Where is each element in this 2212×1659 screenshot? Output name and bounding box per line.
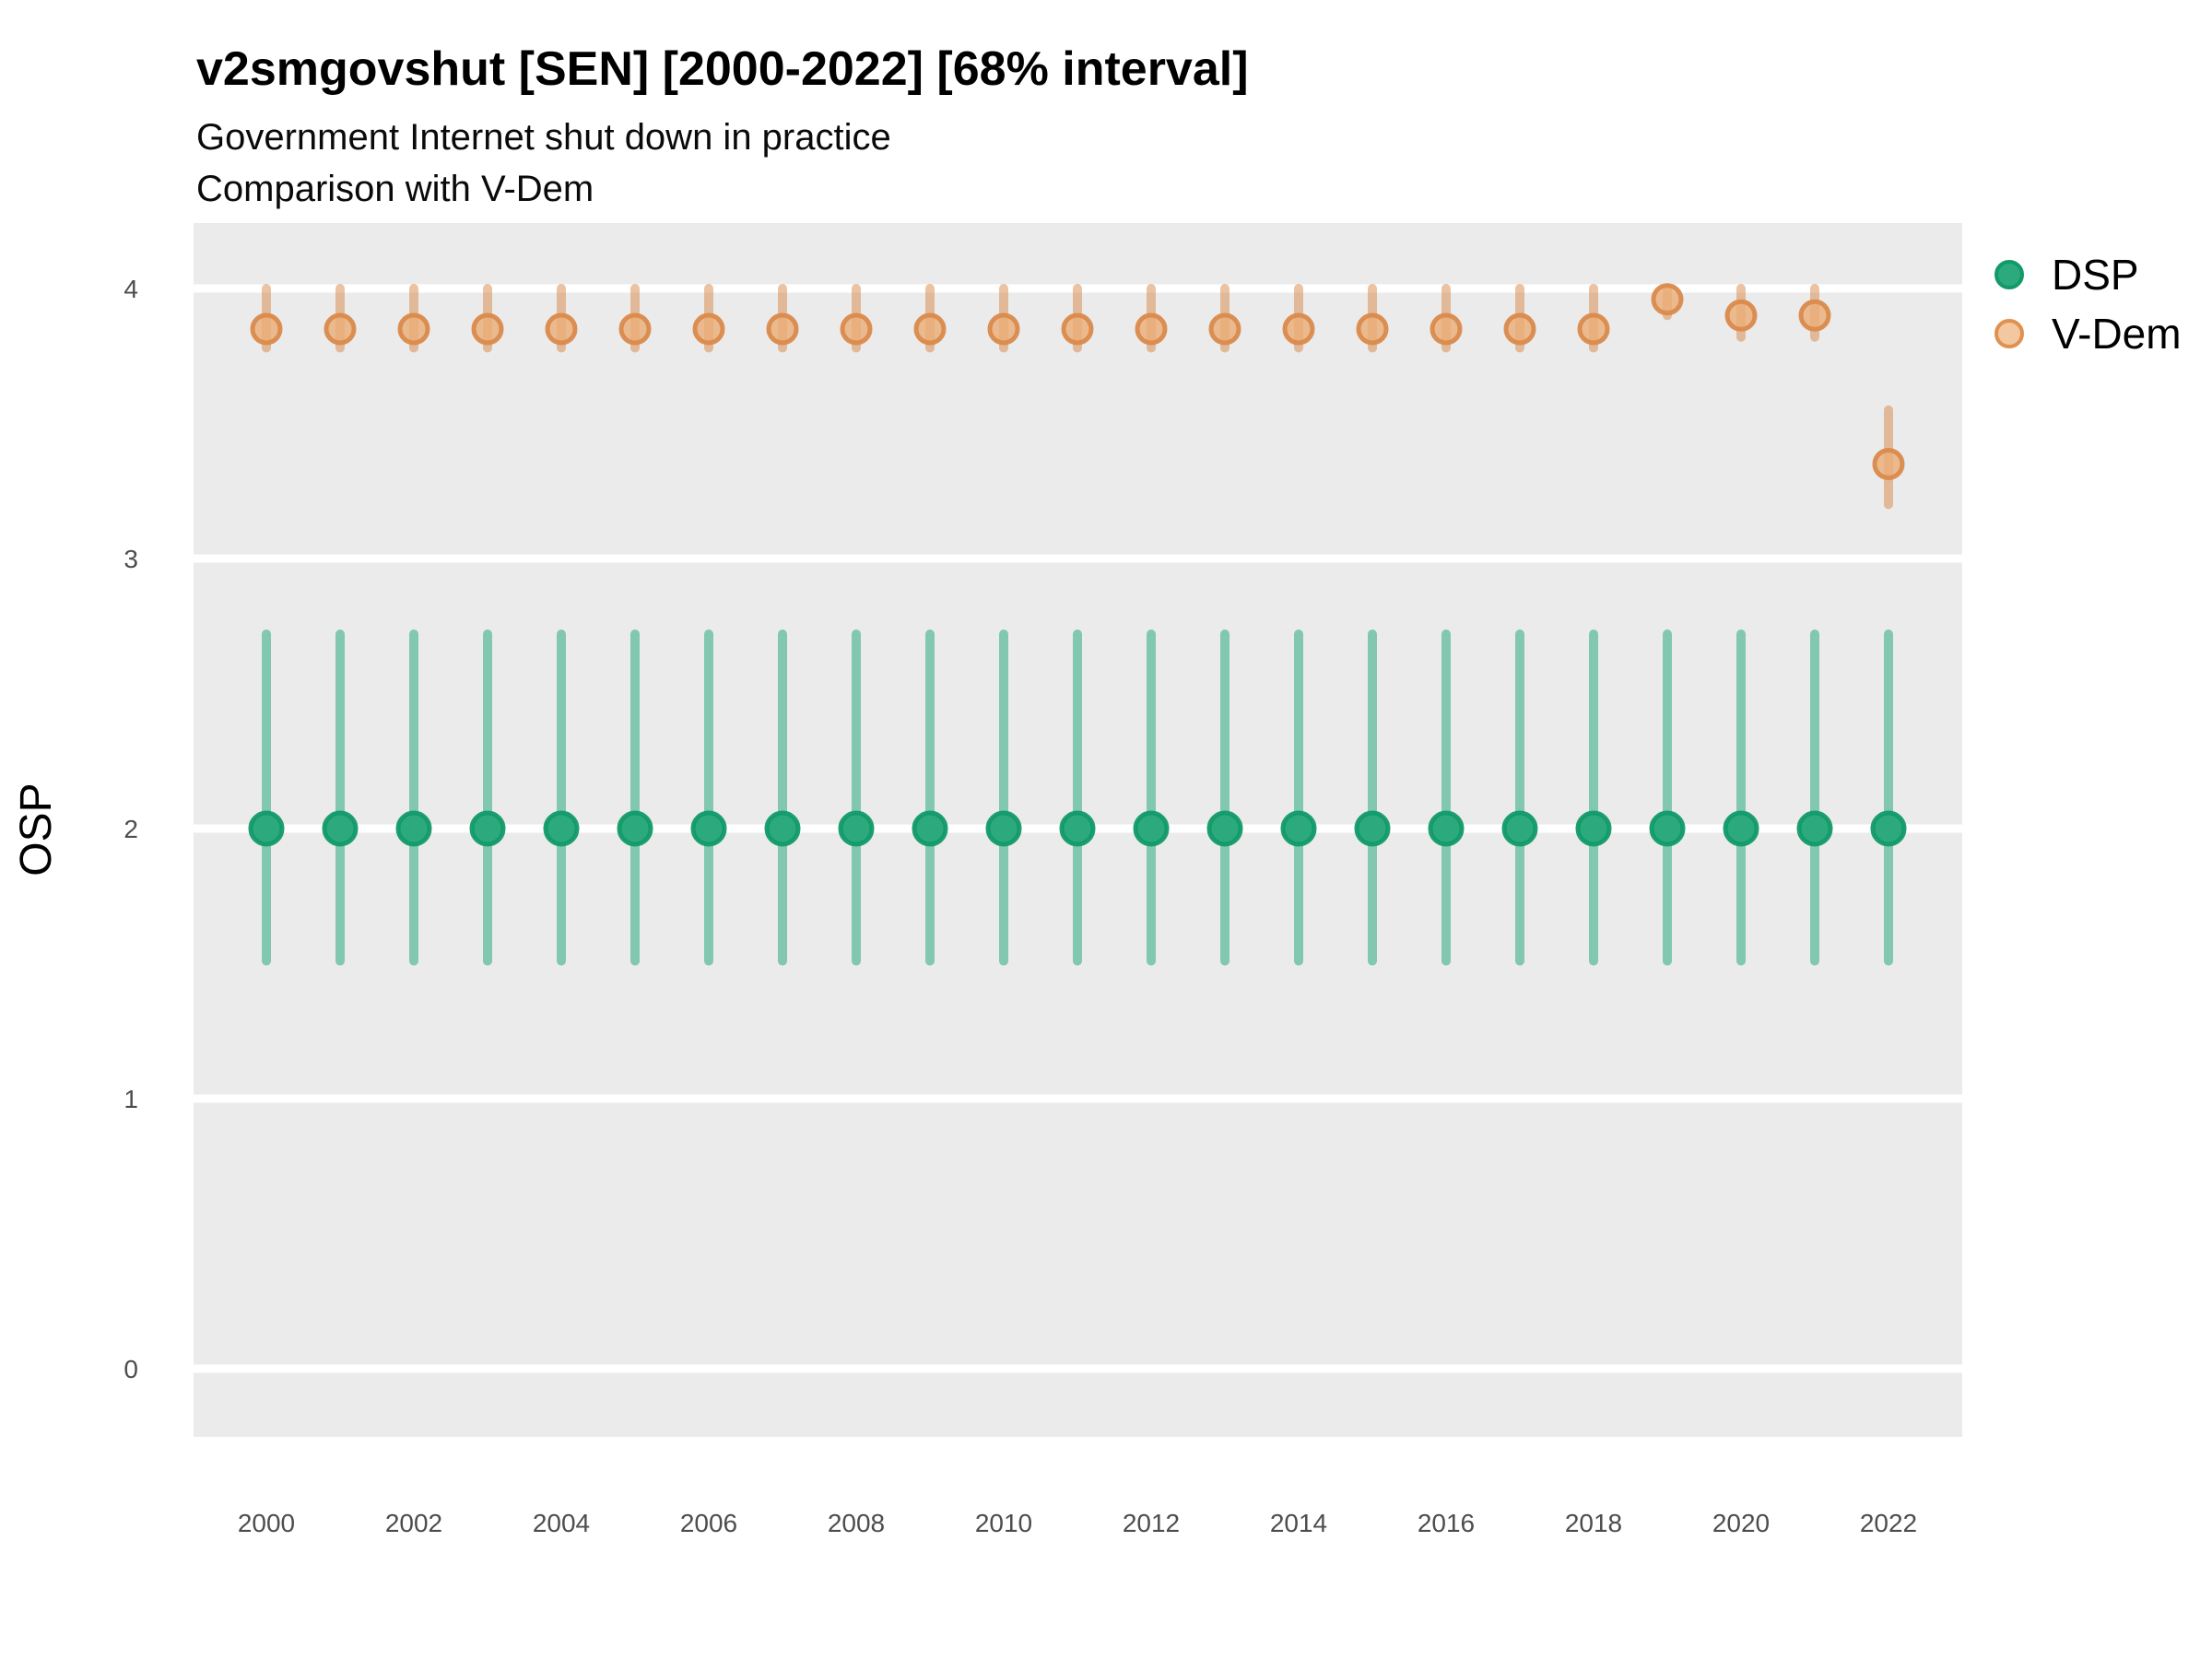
dsp-point-2021 xyxy=(1796,810,1833,847)
dsp-point-2002 xyxy=(395,810,432,847)
dsp-point-2016 xyxy=(1428,810,1465,847)
chart-subtitle-line2: Comparison with V-Dem xyxy=(196,169,594,209)
dsp-point-2008 xyxy=(838,810,875,847)
vdem-point-2001 xyxy=(324,312,357,346)
vdem-point-2012 xyxy=(1135,312,1168,346)
dsp-point-2005 xyxy=(617,810,653,847)
vdem-point-2003 xyxy=(471,312,504,346)
vdem-point-2013 xyxy=(1208,312,1241,346)
vdem-point-2000 xyxy=(250,312,283,346)
x-tick-label-2006: 2006 xyxy=(680,1509,737,1537)
dsp-point-2009 xyxy=(912,810,948,847)
vdem-point-2007 xyxy=(766,312,799,346)
legend-label-vdem: V-Dem xyxy=(2052,310,2182,358)
vdem-point-2022 xyxy=(1872,447,1905,480)
vdem-point-2004 xyxy=(545,312,578,346)
vdem-point-2008 xyxy=(840,312,873,346)
dsp-point-2001 xyxy=(322,810,359,847)
vdem-point-2014 xyxy=(1282,312,1315,346)
vdem-point-2017 xyxy=(1503,312,1536,346)
legend-dot-dsp-icon xyxy=(1994,260,2024,289)
vdem-point-2002 xyxy=(397,312,430,346)
vdem-point-2021 xyxy=(1798,299,1831,332)
dsp-point-2019 xyxy=(1649,810,1686,847)
vdem-point-2020 xyxy=(1724,299,1758,332)
x-tick-label-2002: 2002 xyxy=(385,1509,442,1537)
x-tick-label-2008: 2008 xyxy=(828,1509,885,1537)
x-tick-label-2016: 2016 xyxy=(1418,1509,1475,1537)
x-tick-label-2000: 2000 xyxy=(238,1509,295,1537)
x-tick-label-2022: 2022 xyxy=(1860,1509,1917,1537)
chart-title: v2smgovshut [SEN] [2000-2022] [68% inter… xyxy=(196,42,1249,96)
dsp-point-2011 xyxy=(1059,810,1096,847)
y-tick-label-0: 0 xyxy=(124,1355,138,1383)
x-tick-label-2010: 2010 xyxy=(975,1509,1032,1537)
legend-dot-vdem-icon xyxy=(1994,319,2024,348)
y-axis-tick-labels: 0 1 2 3 4 xyxy=(124,275,138,1383)
dsp-point-2000 xyxy=(248,810,285,847)
dsp-point-2014 xyxy=(1280,810,1317,847)
dsp-point-2003 xyxy=(469,810,506,847)
dsp-point-2018 xyxy=(1575,810,1612,847)
y-tick-label-3: 3 xyxy=(124,545,138,573)
dsp-point-2015 xyxy=(1354,810,1391,847)
y-tick-label-1: 1 xyxy=(124,1085,138,1113)
x-tick-label-2020: 2020 xyxy=(1712,1509,1770,1537)
x-tick-label-2012: 2012 xyxy=(1123,1509,1180,1537)
vdem-point-2018 xyxy=(1577,312,1610,346)
vdem-point-2006 xyxy=(692,312,725,346)
dsp-point-2022 xyxy=(1870,810,1907,847)
dsp-point-2013 xyxy=(1206,810,1243,847)
x-axis-tick-labels: 2000 2002 2004 2006 2008 2010 2012 2014 2016 2018… xyxy=(238,1509,1917,1537)
vdem-point-2016 xyxy=(1430,312,1463,346)
dsp-point-2020 xyxy=(1723,810,1759,847)
dsp-point-2007 xyxy=(764,810,801,847)
dsp-point-2004 xyxy=(543,810,580,847)
dsp-point-2012 xyxy=(1133,810,1170,847)
vdem-point-2015 xyxy=(1356,312,1389,346)
dsp-point-2010 xyxy=(985,810,1022,847)
y-tick-label-4: 4 xyxy=(124,275,138,303)
dsp-point-2017 xyxy=(1501,810,1538,847)
vdem-point-2019 xyxy=(1651,283,1684,316)
vdem-point-2009 xyxy=(913,312,947,346)
dsp-point-2006 xyxy=(690,810,727,847)
y-axis-title: OSP xyxy=(12,782,61,876)
x-tick-label-2014: 2014 xyxy=(1270,1509,1327,1537)
marks xyxy=(248,283,1907,966)
x-tick-label-2018: 2018 xyxy=(1565,1509,1622,1537)
y-tick-label-2: 2 xyxy=(124,815,138,843)
chart-subtitle-line1: Government Internet shut down in practic… xyxy=(196,117,891,158)
vdem-point-2011 xyxy=(1061,312,1094,346)
vdem-point-2010 xyxy=(987,312,1020,346)
x-tick-label-2004: 2004 xyxy=(533,1509,590,1537)
vdem-point-2005 xyxy=(618,312,652,346)
legend-label-dsp: DSP xyxy=(2052,251,2139,299)
